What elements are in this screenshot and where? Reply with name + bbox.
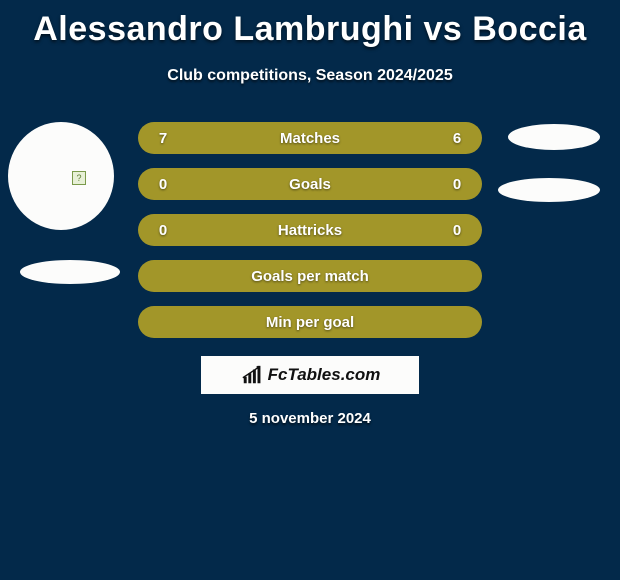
stat-left-value: 0 [156, 222, 170, 239]
stat-label: Min per goal [266, 314, 354, 331]
stat-label: Goals [138, 176, 482, 193]
stat-row-min-per-goal: Min per goal [138, 306, 482, 338]
brand-badge: FcTables.com [201, 356, 419, 394]
subtitle: Club competitions, Season 2024/2025 [0, 67, 620, 85]
player-right-avatar [508, 124, 600, 150]
stat-label: Hattricks [138, 222, 482, 239]
stats-table: 7 Matches 6 0 Goals 0 0 Hattricks 0 Goal… [138, 122, 482, 352]
player-left-shadow [20, 260, 120, 284]
stat-right-value: 0 [450, 176, 464, 193]
stat-right-value: 0 [450, 222, 464, 239]
bar-chart-icon [240, 364, 264, 386]
comparison-card: Alessandro Lambrughi vs Boccia Club comp… [0, 0, 620, 580]
brand-text: FcTables.com [268, 365, 381, 385]
stat-label: Goals per match [251, 268, 369, 285]
stat-left-value: 7 [156, 130, 170, 147]
date-text: 5 november 2024 [0, 410, 620, 427]
page-title: Alessandro Lambrughi vs Boccia [0, 0, 620, 49]
missing-image-icon [72, 171, 86, 185]
stat-row-hattricks: 0 Hattricks 0 [138, 214, 482, 246]
player-left-avatar [8, 122, 114, 230]
stat-row-goals: 0 Goals 0 [138, 168, 482, 200]
stat-row-goals-per-match: Goals per match [138, 260, 482, 292]
stat-left-value: 0 [156, 176, 170, 193]
stat-label: Matches [138, 130, 482, 147]
player-right-shadow [498, 178, 600, 202]
stat-right-value: 6 [450, 130, 464, 147]
stat-row-matches: 7 Matches 6 [138, 122, 482, 154]
